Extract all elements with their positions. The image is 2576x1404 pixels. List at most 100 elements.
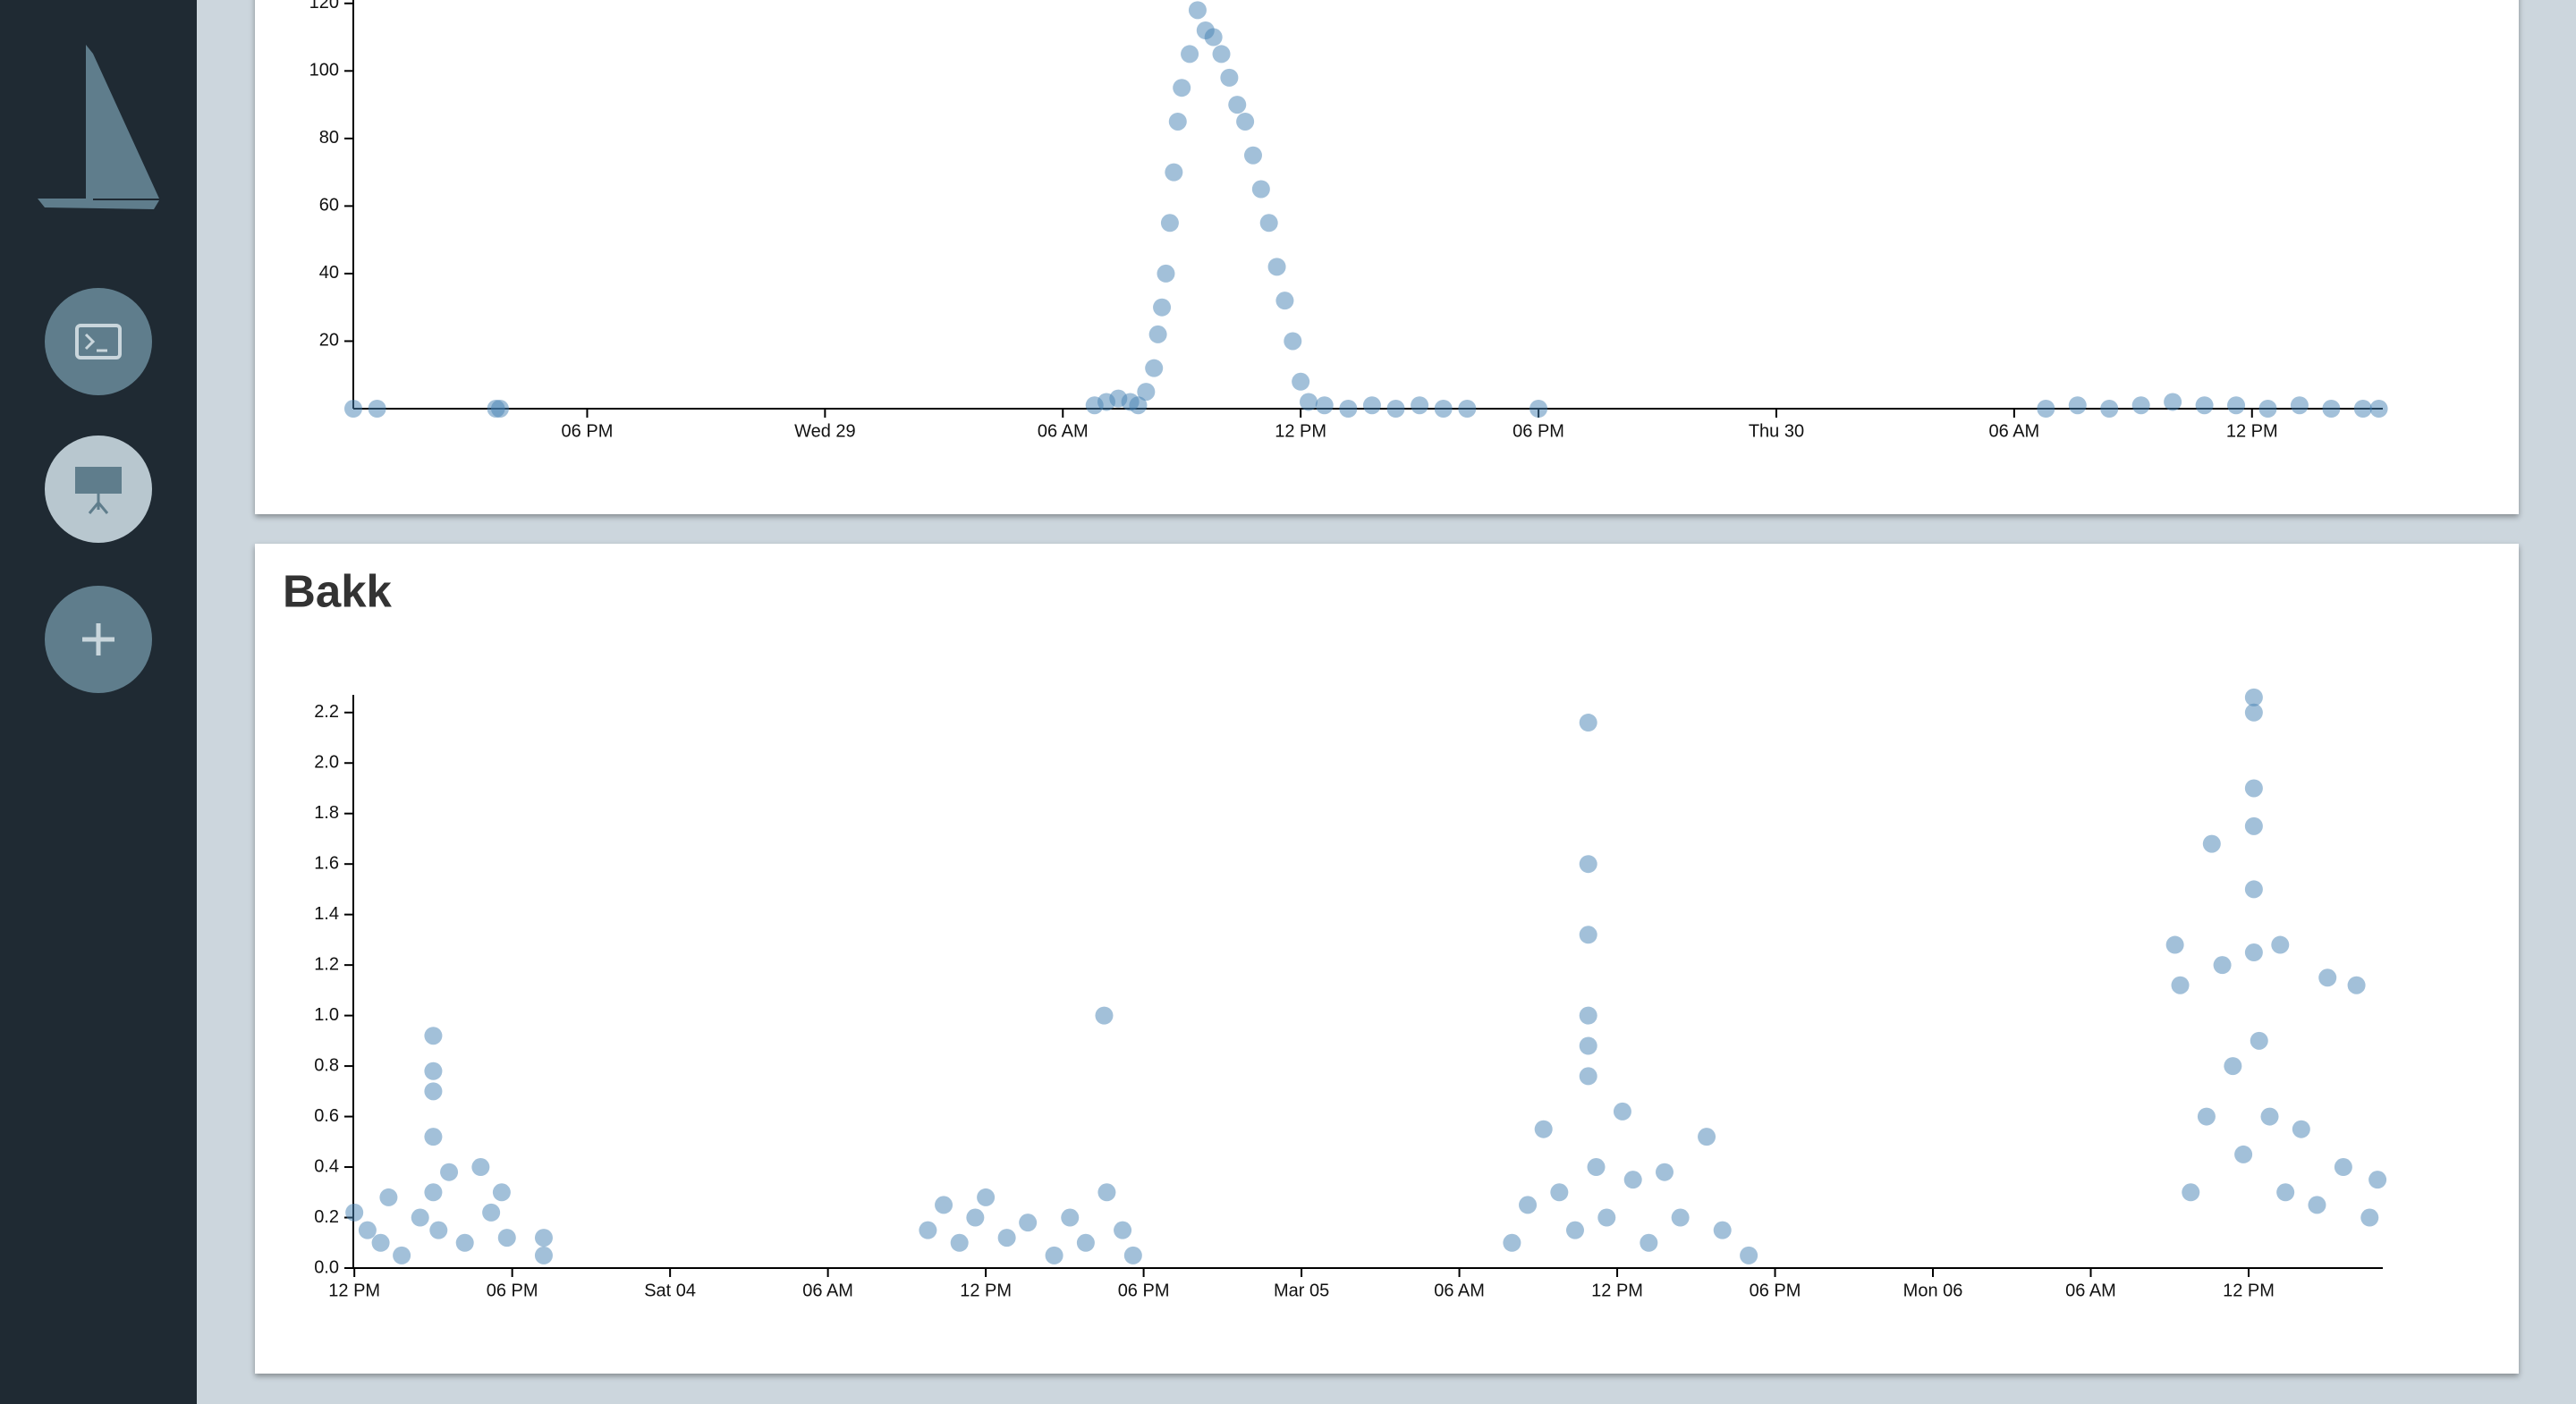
point — [1458, 400, 1477, 418]
point — [1579, 1067, 1597, 1086]
point — [1550, 1183, 1569, 1202]
point — [1181, 45, 1199, 63]
sidebar — [0, 0, 197, 1404]
y-tick-label: 20 — [319, 331, 339, 351]
point — [482, 1203, 501, 1222]
point — [1129, 396, 1148, 415]
point — [2213, 956, 2232, 975]
point — [1339, 400, 1358, 418]
point — [429, 1221, 448, 1239]
point — [1434, 400, 1453, 418]
point — [2197, 1107, 2216, 1126]
point — [2260, 1107, 2279, 1126]
point — [1236, 112, 1255, 131]
y-tick-label: 1.4 — [314, 904, 339, 924]
point — [1534, 1120, 1553, 1138]
point — [1157, 264, 1175, 283]
x-tick-label: Mon 06 — [1903, 1281, 1963, 1300]
point — [1300, 393, 1318, 411]
point — [1411, 396, 1429, 415]
x-tick-label: 06 AM — [802, 1281, 853, 1300]
point — [492, 1183, 511, 1202]
chart-card — [255, 0, 2519, 514]
point — [411, 1208, 429, 1227]
console-button[interactable] — [45, 288, 152, 395]
point — [997, 1229, 1016, 1248]
x-tick-label: Thu 30 — [1749, 421, 1804, 441]
point — [950, 1233, 969, 1252]
point — [919, 1221, 937, 1239]
point — [1519, 1196, 1538, 1214]
point — [455, 1233, 474, 1252]
point — [2292, 1120, 2310, 1138]
point — [1173, 79, 1191, 97]
point — [1153, 298, 1172, 317]
point — [424, 1128, 443, 1146]
x-tick-label: 06 PM — [1118, 1281, 1170, 1300]
point — [1097, 1183, 1116, 1202]
point — [1145, 359, 1164, 377]
point — [1228, 96, 1247, 114]
point — [1148, 325, 1167, 343]
point — [393, 1246, 411, 1264]
point — [1613, 1102, 1631, 1121]
y-tick-label: 2.2 — [314, 702, 339, 722]
point — [2171, 976, 2190, 994]
point — [1671, 1208, 1690, 1227]
point — [1275, 292, 1294, 310]
console-glyph — [84, 333, 107, 352]
add-icon — [82, 623, 114, 655]
x-tick-label: 06 AM — [1038, 421, 1089, 441]
x-tick-label: 06 AM — [2065, 1281, 2116, 1300]
point — [2244, 703, 2263, 722]
point — [1530, 400, 1548, 418]
y-tick-label: 2.0 — [314, 753, 339, 773]
point — [2276, 1183, 2295, 1202]
point — [2165, 935, 2184, 954]
point — [977, 1188, 996, 1206]
point — [2244, 779, 2263, 798]
y-tick-label: 80 — [319, 128, 339, 148]
point — [2369, 400, 2388, 418]
point — [2227, 396, 2246, 415]
point — [379, 1188, 398, 1206]
point — [471, 1158, 490, 1177]
x-tick-label: 06 AM — [1989, 421, 2040, 441]
point — [534, 1246, 553, 1264]
point — [1565, 1221, 1584, 1239]
y-tick-label: 0.2 — [314, 1207, 339, 1227]
console-icon — [75, 324, 122, 359]
point — [1123, 1246, 1142, 1264]
point — [1386, 400, 1405, 418]
point — [2037, 400, 2055, 418]
point — [2258, 400, 2277, 418]
x-tick-label: 06 PM — [1513, 421, 1564, 441]
point — [2182, 1183, 2200, 1202]
chart-card — [255, 544, 2519, 1374]
point — [1655, 1163, 1674, 1181]
y-tick-label: 40 — [319, 263, 339, 283]
point — [2131, 396, 2150, 415]
y-tick-label: 60 — [319, 196, 339, 216]
point — [440, 1163, 459, 1181]
point — [2347, 976, 2366, 994]
point — [358, 1221, 377, 1239]
point — [344, 400, 362, 418]
chart-title: Bakk — [283, 565, 393, 616]
point — [2244, 943, 2263, 962]
point — [2164, 393, 2182, 411]
point — [1220, 68, 1239, 87]
point — [935, 1196, 953, 1214]
point — [1579, 1006, 1597, 1025]
point — [1204, 28, 1223, 47]
y-tick-label: 0.8 — [314, 1055, 339, 1075]
point — [2244, 880, 2263, 899]
point — [1579, 855, 1597, 874]
point — [1251, 180, 1270, 199]
point — [1698, 1128, 1716, 1146]
point — [1713, 1221, 1732, 1239]
point — [2244, 688, 2263, 706]
point — [2334, 1158, 2352, 1177]
y-tick-label: 0.0 — [314, 1257, 339, 1277]
